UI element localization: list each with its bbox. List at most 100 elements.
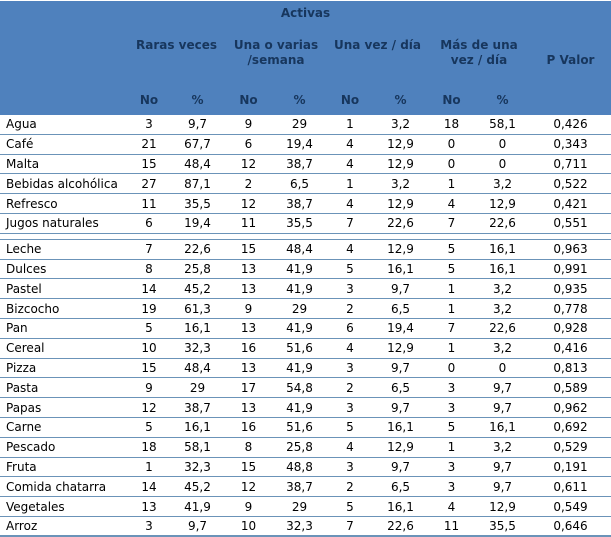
cell-semana-pct: 41,9 bbox=[286, 281, 313, 296]
row-label: Jugos naturales bbox=[6, 216, 99, 231]
table-row: Fruta 1 32,3 15 48,8 3 9,7 3 9,7 0,191 bbox=[0, 458, 611, 478]
cell-p-valor: 0,962 bbox=[553, 400, 588, 415]
cell-masvez-pct: 12,9 bbox=[489, 196, 516, 211]
subheader-pct: % bbox=[496, 93, 509, 107]
cell-raras-no: 10 bbox=[141, 341, 157, 356]
cell-masvez-no: 1 bbox=[447, 440, 456, 455]
cell-p-valor: 0,416 bbox=[553, 341, 588, 356]
cell-semana-no: 8 bbox=[244, 440, 253, 455]
subheader-pct: % bbox=[394, 93, 407, 107]
cell-p-valor: 0,646 bbox=[553, 518, 588, 533]
cell-masvez-pct: 58,1 bbox=[489, 117, 516, 132]
cell-masvez-pct: 0 bbox=[498, 360, 507, 375]
group-spacer bbox=[0, 234, 611, 240]
row-label: Malta bbox=[6, 156, 40, 171]
cell-unavez-pct: 9,7 bbox=[390, 360, 411, 375]
cell-masvez-no: 1 bbox=[447, 176, 456, 191]
cell-raras-no: 27 bbox=[141, 176, 157, 191]
cell-raras-no: 5 bbox=[145, 420, 153, 435]
cell-unavez-pct: 12,9 bbox=[387, 341, 414, 356]
cell-semana-no: 12 bbox=[240, 196, 257, 211]
cell-unavez-pct: 12,9 bbox=[387, 242, 414, 257]
cell-semana-pct: 32,3 bbox=[286, 518, 313, 533]
cell-semana-no: 15 bbox=[240, 459, 257, 474]
cell-raras-no: 19 bbox=[141, 301, 157, 316]
cell-p-valor: 0,426 bbox=[553, 117, 588, 132]
cell-raras-no: 15 bbox=[141, 156, 157, 171]
cell-p-valor: 0,522 bbox=[553, 176, 588, 191]
table-row: Papas 12 38,7 13 41,9 3 9,7 3 9,7 0,962 bbox=[0, 398, 611, 418]
cell-raras-no: 3 bbox=[145, 117, 153, 132]
row-label: Arroz bbox=[6, 518, 38, 533]
cell-masvez-no: 5 bbox=[447, 261, 456, 276]
cell-semana-no: 16 bbox=[240, 341, 257, 356]
row-label: Fruta bbox=[6, 459, 37, 474]
cell-raras-no: 14 bbox=[141, 281, 157, 296]
cell-masvez-pct: 16,1 bbox=[489, 261, 516, 276]
cell-unavez-pct: 22,6 bbox=[387, 518, 414, 533]
row-label: Pan bbox=[6, 321, 28, 336]
cell-masvez-no: 0 bbox=[447, 137, 456, 152]
cell-semana-no: 13 bbox=[240, 400, 257, 415]
cell-semana-no: 12 bbox=[240, 156, 257, 171]
table-row: Pastel 14 45,2 13 41,9 3 9,7 1 3,2 0,935 bbox=[0, 279, 611, 300]
cell-semana-no: 16 bbox=[240, 420, 257, 435]
cell-unavez-no: 4 bbox=[346, 156, 354, 171]
cell-raras-pct: 9,7 bbox=[187, 117, 208, 132]
cell-p-valor: 0,711 bbox=[553, 156, 588, 171]
cell-masvez-no: 3 bbox=[447, 479, 456, 494]
cell-semana-pct: 35,5 bbox=[286, 216, 313, 231]
cell-raras-pct: 16,1 bbox=[184, 321, 211, 336]
cell-unavez-pct: 22,6 bbox=[387, 216, 414, 231]
row-label: Dulces bbox=[6, 261, 47, 276]
cell-masvez-pct: 9,7 bbox=[492, 400, 513, 415]
cell-masvez-pct: 16,1 bbox=[489, 242, 516, 257]
cell-p-valor: 0,778 bbox=[553, 301, 588, 316]
cell-unavez-no: 5 bbox=[346, 499, 354, 514]
cell-semana-pct: 6,5 bbox=[289, 176, 310, 191]
cell-raras-pct: 9,7 bbox=[187, 518, 208, 533]
cell-unavez-pct: 6,5 bbox=[390, 301, 411, 316]
cell-unavez-no: 2 bbox=[346, 380, 354, 395]
cell-raras-pct: 45,2 bbox=[184, 479, 211, 494]
cell-semana-no: 9 bbox=[244, 117, 253, 132]
cell-raras-pct: 61,3 bbox=[184, 301, 211, 316]
cell-masvez-no: 7 bbox=[447, 216, 456, 231]
cell-unavez-pct: 16,1 bbox=[387, 261, 414, 276]
cell-semana-no: 9 bbox=[244, 499, 253, 514]
cell-semana-no: 11 bbox=[240, 216, 257, 231]
row-label: Café bbox=[6, 137, 34, 152]
cell-raras-pct: 38,7 bbox=[184, 400, 211, 415]
cell-raras-no: 13 bbox=[141, 499, 157, 514]
row-label: Cereal bbox=[6, 341, 45, 356]
row-label: Papas bbox=[6, 400, 42, 415]
cell-semana-pct: 48,4 bbox=[286, 242, 313, 257]
row-label: Pescado bbox=[6, 440, 56, 455]
cell-raras-no: 11 bbox=[141, 196, 157, 211]
cell-semana-no: 15 bbox=[240, 242, 257, 257]
cell-unavez-no: 7 bbox=[346, 216, 354, 231]
cell-semana-pct: 38,7 bbox=[286, 196, 313, 211]
cell-unavez-no: 1 bbox=[346, 117, 354, 132]
cell-unavez-pct: 9,7 bbox=[390, 459, 411, 474]
cell-raras-no: 1 bbox=[145, 459, 153, 474]
cell-masvez-no: 4 bbox=[447, 196, 456, 211]
cell-raras-no: 6 bbox=[145, 216, 153, 231]
column-group-una-o-varias: Una o varias /semana bbox=[233, 38, 319, 67]
cell-masvez-no: 5 bbox=[447, 242, 456, 257]
cell-raras-pct: 67,7 bbox=[184, 137, 211, 152]
table-row: Jugos naturales 6 19,4 11 35,5 7 22,6 7 … bbox=[0, 214, 611, 234]
cell-masvez-pct: 9,7 bbox=[492, 380, 513, 395]
cell-unavez-no: 4 bbox=[346, 137, 354, 152]
row-label: Carne bbox=[6, 420, 42, 435]
cell-p-valor: 0,611 bbox=[553, 479, 588, 494]
cell-semana-no: 6 bbox=[244, 137, 253, 152]
cell-raras-pct: 19,4 bbox=[184, 216, 211, 231]
cell-semana-no: 13 bbox=[240, 281, 257, 296]
column-group-mas-de-una-vez: Más de una vez / día bbox=[440, 38, 518, 67]
cell-masvez-no: 0 bbox=[447, 156, 456, 171]
table-row: Malta 15 48,4 12 38,7 4 12,9 0 0 0,711 bbox=[0, 155, 611, 175]
cell-unavez-no: 1 bbox=[346, 176, 354, 191]
table-row: Pizza 15 48,4 13 41,9 3 9,7 0 0 0,813 bbox=[0, 359, 611, 379]
cell-unavez-pct: 12,9 bbox=[387, 196, 414, 211]
